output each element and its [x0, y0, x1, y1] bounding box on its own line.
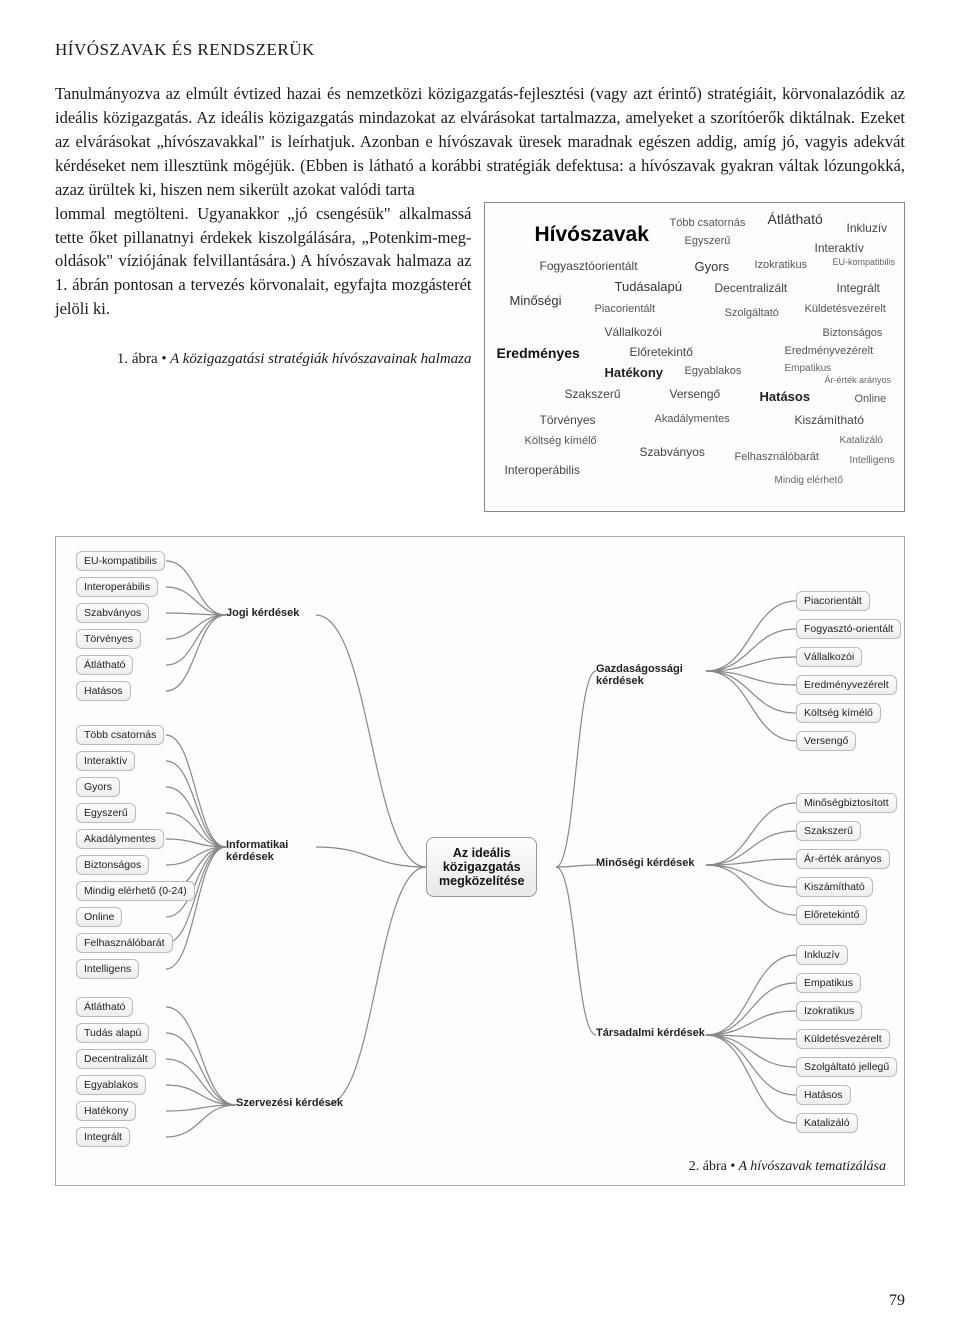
- mindmap-leaf-node: Hatékony: [76, 1101, 136, 1121]
- wordcloud-term: Hatásos: [760, 389, 811, 404]
- mindmap-leaf-node: Tudás alapú: [76, 1023, 149, 1043]
- wordcloud-term: Átlátható: [768, 211, 823, 227]
- mindmap-leaf-node: Decentralizált: [76, 1049, 156, 1069]
- mindmap-leaf-node: Szakszerű: [796, 821, 861, 841]
- wordcloud-term: Küldetésvezérelt: [805, 303, 886, 315]
- wordcloud-term: Izokratikus: [755, 259, 808, 271]
- wordcloud-term: Piacorientált: [595, 303, 656, 315]
- mindmap-leaf-node: Interoperábilis: [76, 577, 158, 597]
- mindmap-leaf-node: Felhasználóbarát: [76, 933, 173, 953]
- wordcloud-term: Mindig elérhető: [775, 475, 843, 486]
- mindmap-leaf-node: Szolgáltató jellegű: [796, 1057, 897, 1077]
- wordcloud-term: Több csatornás: [670, 217, 746, 229]
- mindmap-leaf-node: Költség kímélő: [796, 703, 881, 723]
- mindmap-leaf-node: Fogyasztó-orientált: [796, 619, 901, 639]
- mindmap-leaf-node: Eredményvezérelt: [796, 675, 897, 695]
- wordcloud-term: EU-kompatibilis: [833, 257, 896, 267]
- wordcloud-term: Decentralizált: [715, 281, 788, 295]
- wordcloud-term: Integrált: [837, 281, 880, 295]
- mindmap-leaf-node: Törvényes: [76, 629, 141, 649]
- wordcloud-term: Biztonságos: [823, 327, 883, 339]
- mindmap-branch-label: Szervezési kérdések: [236, 1097, 343, 1109]
- mindmap-leaf-node: Átlátható: [76, 655, 133, 675]
- mindmap-leaf-node: Küldetésvezérelt: [796, 1029, 890, 1049]
- mindmap-leaf-node: Egyablakos: [76, 1075, 146, 1095]
- wordcloud-term: Szolgáltató: [725, 307, 779, 319]
- wordcloud-term: Tudásalapú: [615, 279, 682, 294]
- wordcloud-term: Empatikus: [785, 363, 832, 374]
- wordcloud-term: Költség kímélő: [525, 435, 597, 447]
- figure-1-number: 1. ábra •: [117, 351, 167, 367]
- mindmap-leaf-node: Minőségbiztosított: [796, 793, 897, 813]
- wordcloud-term: Hívószavak: [535, 223, 649, 247]
- mindmap-leaf-node: Interaktív: [76, 751, 135, 771]
- wordcloud-term: Szakszerű: [565, 387, 621, 401]
- mindmap-leaf-node: Biztonságos: [76, 855, 149, 875]
- wordcloud-term: Szabványos: [640, 445, 705, 459]
- mindmap-leaf-node: Intelligens: [76, 959, 139, 979]
- mindmap-leaf-node: Katalizáló: [796, 1113, 858, 1133]
- wordcloud-term: Felhasználóbarát: [735, 451, 819, 463]
- wordcloud-term: Inkluzív: [847, 221, 888, 235]
- wordcloud-term: Akadálymentes: [655, 413, 730, 425]
- mindmap-leaf-node: Integrált: [76, 1127, 130, 1147]
- mindmap-branch-label: Informatikaikérdések: [226, 839, 288, 863]
- mindmap-leaf-node: Kiszámítható: [796, 877, 873, 897]
- mindmap-leaf-node: EU-kompatibilis: [76, 551, 165, 571]
- mindmap-leaf-node: Izokratikus: [796, 1001, 862, 1021]
- paragraph-2: lommal megtölteni. Ugyanakkor „jó csen­g…: [55, 202, 472, 322]
- wordcloud-term: Intelligens: [850, 455, 895, 466]
- mindmap-leaf-node: Mindig elérhető (0-24): [76, 881, 195, 901]
- mindmap-center-node: Az ideálisközigazgatásmegközelítése: [426, 837, 537, 897]
- wordcloud-term: Gyors: [695, 259, 730, 274]
- figure-2-number: 2. ábra •: [689, 1159, 736, 1174]
- wordcloud-term: Versengő: [670, 387, 721, 401]
- mindmap-leaf-node: Hatásos: [796, 1085, 851, 1105]
- wordcloud-term: Interaktív: [815, 241, 864, 255]
- mindmap-leaf-node: Gyors: [76, 777, 120, 797]
- mindmap-leaf-node: Piacorientált: [796, 591, 870, 611]
- figure-2-mindmap: 2. ábra • A hívószavak tematizálása Az i…: [55, 536, 905, 1186]
- wordcloud-term: Ár-érték arányos: [825, 375, 892, 385]
- paragraph-1: Tanulmányozva az elmúlt évtized hazai és…: [55, 82, 905, 202]
- mindmap-leaf-node: Szabványos: [76, 603, 149, 623]
- wordcloud-term: Egyszerű: [685, 235, 731, 247]
- mindmap-leaf-node: Hatásos: [76, 681, 131, 701]
- wordcloud-term: Kiszámítható: [795, 413, 864, 427]
- page-number: 79: [889, 1292, 905, 1310]
- wordcloud-term: Hatékony: [605, 365, 664, 380]
- wordcloud-term: Vállalkozói: [605, 325, 662, 339]
- wordcloud-term: Eredményes: [497, 345, 580, 361]
- mindmap-branch-label: Minőségi kérdések: [596, 857, 694, 869]
- wordcloud-term: Fogyasztóorientált: [540, 259, 638, 273]
- mindmap-branch-label: Társadalmi kérdések: [596, 1027, 705, 1039]
- wordcloud-term: Előretekintő: [630, 345, 693, 359]
- wordcloud-term: Törvényes: [540, 413, 596, 427]
- mindmap-leaf-node: Vállalkozói: [796, 647, 862, 667]
- mindmap-branch-label: Gazdaságosságikérdések: [596, 663, 683, 687]
- figure-2-caption: 2. ábra • A hívószavak tematizálása: [689, 1159, 886, 1175]
- mindmap-leaf-node: Inkluzív: [796, 945, 848, 965]
- mindmap-leaf-node: Egyszerű: [76, 803, 136, 823]
- mindmap-leaf-node: Online: [76, 907, 122, 927]
- mindmap-branch-label: Jogi kérdések: [226, 607, 299, 619]
- mindmap-leaf-node: Akadálymentes: [76, 829, 164, 849]
- wordcloud-term: Katalizáló: [840, 435, 883, 446]
- figure-1-caption-text: A közigazgatási stratégiák hívó­szavaina…: [167, 351, 472, 367]
- figure-2-caption-text: A hívószavak tematizálása: [735, 1159, 886, 1174]
- mindmap-leaf-node: Több csatornás: [76, 725, 164, 745]
- wordcloud-term: Egyablakos: [685, 365, 742, 377]
- wordcloud-term: Eredményvezérelt: [785, 345, 874, 357]
- mindmap-leaf-node: Empatikus: [796, 973, 861, 993]
- figure-1-caption: 1. ábra • A közigazgatási stratégiák hív…: [55, 349, 472, 371]
- wordcloud-term: Interoperábilis: [505, 463, 580, 477]
- wordcloud-term: Online: [855, 393, 887, 405]
- mindmap-leaf-node: Átlátható: [76, 997, 133, 1017]
- figure-1-wordcloud: Hívószavak Több csatornás Átlátható Inkluzí…: [484, 202, 906, 512]
- section-heading: HÍVÓSZAVAK ÉS RENDSZERÜK: [55, 40, 905, 60]
- mindmap-leaf-node: Előretekintő: [796, 905, 867, 925]
- wordcloud-term: Minőségi: [510, 293, 562, 308]
- mindmap-leaf-node: Versengő: [796, 731, 856, 751]
- mindmap-leaf-node: Ár-érték arányos: [796, 849, 890, 869]
